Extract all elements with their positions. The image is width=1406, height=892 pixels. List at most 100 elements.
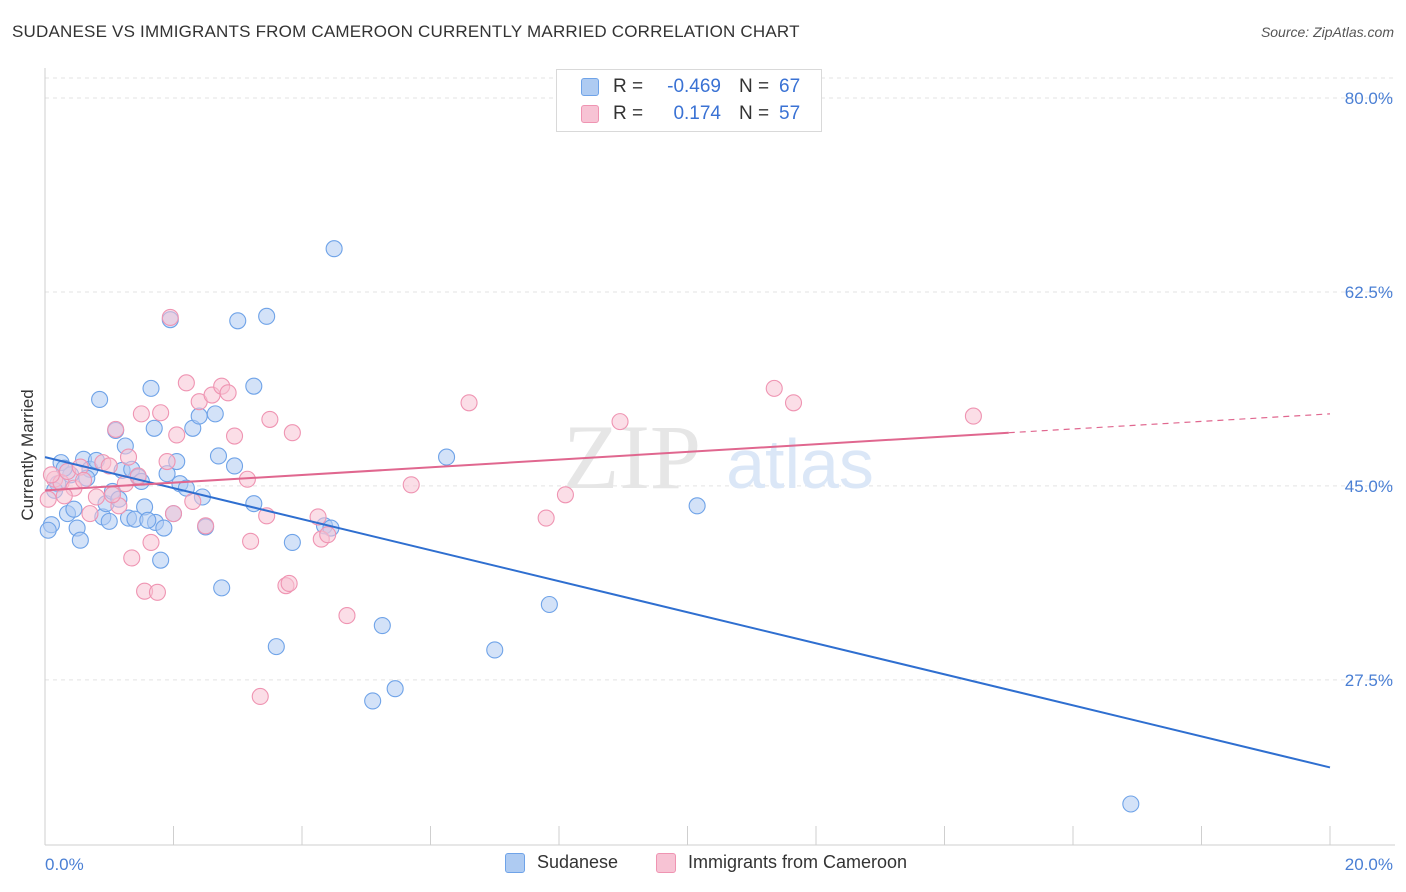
point-cameroon: [765, 379, 783, 397]
point-cameroon: [168, 426, 186, 444]
point-cameroon: [261, 410, 279, 428]
legend-n-label: N =: [739, 103, 770, 124]
legend-r-value: -0.469: [667, 76, 721, 97]
x-tick-label: 20.0%: [1345, 855, 1393, 874]
point-cameroon: [611, 413, 629, 431]
legend-row-cameroon: R = 0.174 N = 57: [581, 102, 800, 126]
point-sudanese: [325, 240, 343, 258]
point-cameroon: [75, 471, 93, 489]
series-swatch-sudanese: [505, 852, 525, 873]
y-tick-label: 62.5%: [1345, 283, 1393, 302]
point-sudanese: [364, 692, 382, 710]
point-sudanese: [142, 379, 160, 397]
series-legend: Sudanese Immigrants from Cameroon: [0, 852, 1406, 878]
point-cameroon: [123, 549, 141, 567]
series-legend-cameroon[interactable]: Immigrants from Cameroon: [656, 852, 907, 873]
chart-title: SUDANESE VS IMMIGRANTS FROM CAMEROON CUR…: [12, 22, 800, 41]
y-tick-label: 27.5%: [1345, 671, 1393, 690]
point-sudanese: [213, 579, 231, 597]
legend-n-value: 67: [779, 76, 801, 97]
point-sudanese: [267, 638, 285, 656]
watermark: ZIP atlas: [563, 406, 874, 508]
point-cameroon: [251, 687, 269, 706]
trend-line-cameroon: [44, 431, 1009, 492]
point-sudanese: [145, 419, 163, 437]
point-cameroon: [55, 487, 73, 505]
point-sudanese: [540, 595, 558, 614]
point-sudanese: [373, 617, 391, 635]
point-cameroon: [42, 466, 60, 484]
legend-swatch-cameroon: [581, 105, 599, 123]
point-sudanese: [65, 500, 83, 518]
point-cameroon: [964, 407, 982, 425]
point-cameroon: [177, 374, 195, 392]
point-cameroon: [100, 457, 118, 475]
x-tick-label: 0.0%: [45, 855, 84, 874]
point-sudanese: [386, 680, 404, 698]
point-sudanese: [438, 448, 456, 466]
point-cameroon: [107, 420, 125, 438]
trend-line-sudanese: [44, 456, 1331, 769]
legend-row-sudanese: R = -0.469 N = 67: [581, 75, 800, 99]
legend-n-label: N =: [739, 76, 770, 97]
legend-swatch-sudanese: [581, 78, 599, 96]
watermark-zip: ZIP: [563, 406, 701, 508]
y-tick-label: 80.0%: [1345, 89, 1393, 108]
point-sudanese: [486, 641, 504, 659]
point-sudanese: [71, 531, 89, 549]
point-cameroon: [158, 452, 176, 471]
trend-lines: [44, 413, 1331, 769]
stats-legend: R = -0.469 N = 67 R = 0.174 N = 57: [556, 69, 822, 132]
tick-labels: 80.0% 62.5% 45.0% 27.5% 0.0% 20.0%: [45, 89, 1393, 874]
point-cameroon: [197, 517, 215, 535]
point-cameroon: [148, 583, 166, 601]
point-cameroon: [219, 384, 237, 402]
data-points: [39, 240, 1140, 813]
trend-line-cameroon-extension: [1008, 413, 1331, 434]
axes: [44, 68, 1395, 846]
point-cameroon: [280, 574, 298, 592]
series-legend-sudanese[interactable]: Sudanese: [505, 852, 618, 873]
point-cameroon: [103, 486, 122, 504]
point-cameroon: [460, 394, 478, 412]
point-cameroon: [87, 488, 105, 506]
point-cameroon: [152, 404, 170, 422]
point-cameroon: [39, 490, 57, 508]
point-cameroon: [319, 526, 337, 544]
source-label: Source: ZipAtlas.com: [1260, 24, 1394, 40]
point-cameroon: [81, 505, 99, 523]
legend-r-value: 0.174: [673, 103, 721, 124]
point-sudanese: [206, 405, 224, 423]
point-cameroon: [184, 492, 202, 510]
point-cameroon: [402, 476, 420, 494]
point-cameroon: [164, 505, 183, 523]
watermark-atlas: atlas: [726, 425, 874, 503]
point-sudanese: [139, 511, 157, 529]
point-cameroon: [556, 486, 574, 504]
point-cameroon: [225, 427, 244, 445]
point-sudanese: [245, 377, 263, 395]
legend-n-value: 57: [779, 103, 801, 124]
point-sudanese: [229, 312, 247, 330]
y-tick-label: 45.0%: [1345, 477, 1393, 496]
point-cameroon: [338, 607, 356, 625]
point-cameroon: [142, 533, 160, 551]
point-sudanese: [283, 533, 301, 551]
point-sudanese: [258, 307, 276, 325]
point-sudanese: [1122, 795, 1140, 813]
series-label-cameroon: Immigrants from Cameroon: [688, 852, 908, 872]
point-cameroon: [309, 508, 327, 526]
point-sudanese: [209, 447, 228, 465]
point-sudanese: [91, 390, 109, 409]
point-sudanese: [155, 519, 173, 537]
point-sudanese: [100, 512, 118, 530]
point-cameroon: [784, 394, 803, 412]
point-cameroon: [283, 424, 301, 442]
point-sudanese: [688, 497, 706, 515]
legend-r-label: R =: [613, 76, 644, 97]
point-cameroon: [537, 509, 555, 527]
series-label-sudanese: Sudanese: [537, 852, 619, 872]
point-cameroon: [161, 308, 179, 326]
point-cameroon: [132, 405, 150, 423]
